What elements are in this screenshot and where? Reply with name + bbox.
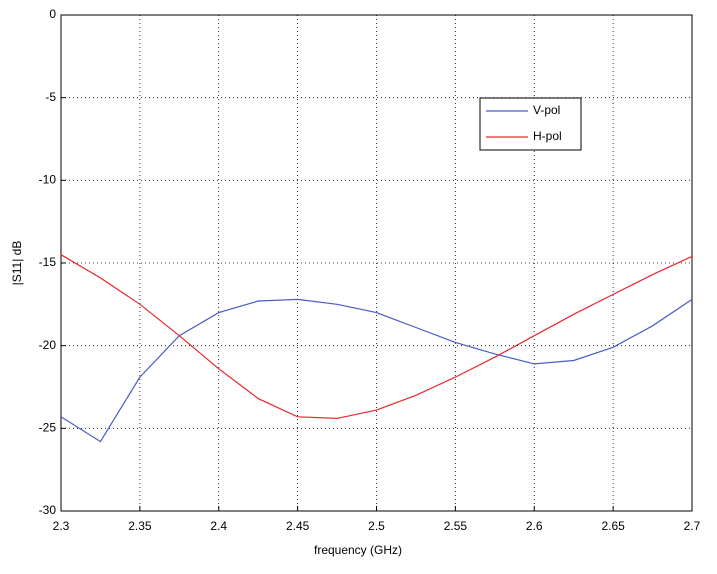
legend-label: V-pol [533, 103, 560, 117]
x-tick-label: 2.5 [368, 519, 385, 533]
y-tick-label: -10 [39, 173, 57, 187]
x-tick-label: 2.65 [601, 519, 625, 533]
line-series [60, 254, 693, 420]
x-tick-label: 2.4 [210, 519, 227, 533]
axes-frame [60, 14, 693, 512]
legend-label: H-pol [533, 129, 562, 143]
x-tick-label: 2.55 [444, 519, 468, 533]
x-axis-label: frequency (GHz) [314, 543, 402, 557]
x-tick-label: 2.45 [286, 519, 310, 533]
y-tick-label: -20 [39, 338, 57, 352]
y-tick-label: 0 [49, 7, 56, 21]
y-tick-label: -30 [39, 503, 57, 517]
line-series [60, 298, 693, 443]
x-tick-label: 2.3 [53, 519, 70, 533]
y-tick-label: -25 [39, 421, 57, 435]
x-tick-label: 2.6 [526, 519, 543, 533]
x-tick-label: 2.7 [684, 519, 701, 533]
legend-box [479, 97, 582, 151]
y-tick-label: -5 [45, 90, 56, 104]
x-tick-label: 2.35 [128, 519, 152, 533]
y-tick-label: -15 [39, 255, 57, 269]
y-axis-label: |S11| dB [10, 241, 24, 286]
